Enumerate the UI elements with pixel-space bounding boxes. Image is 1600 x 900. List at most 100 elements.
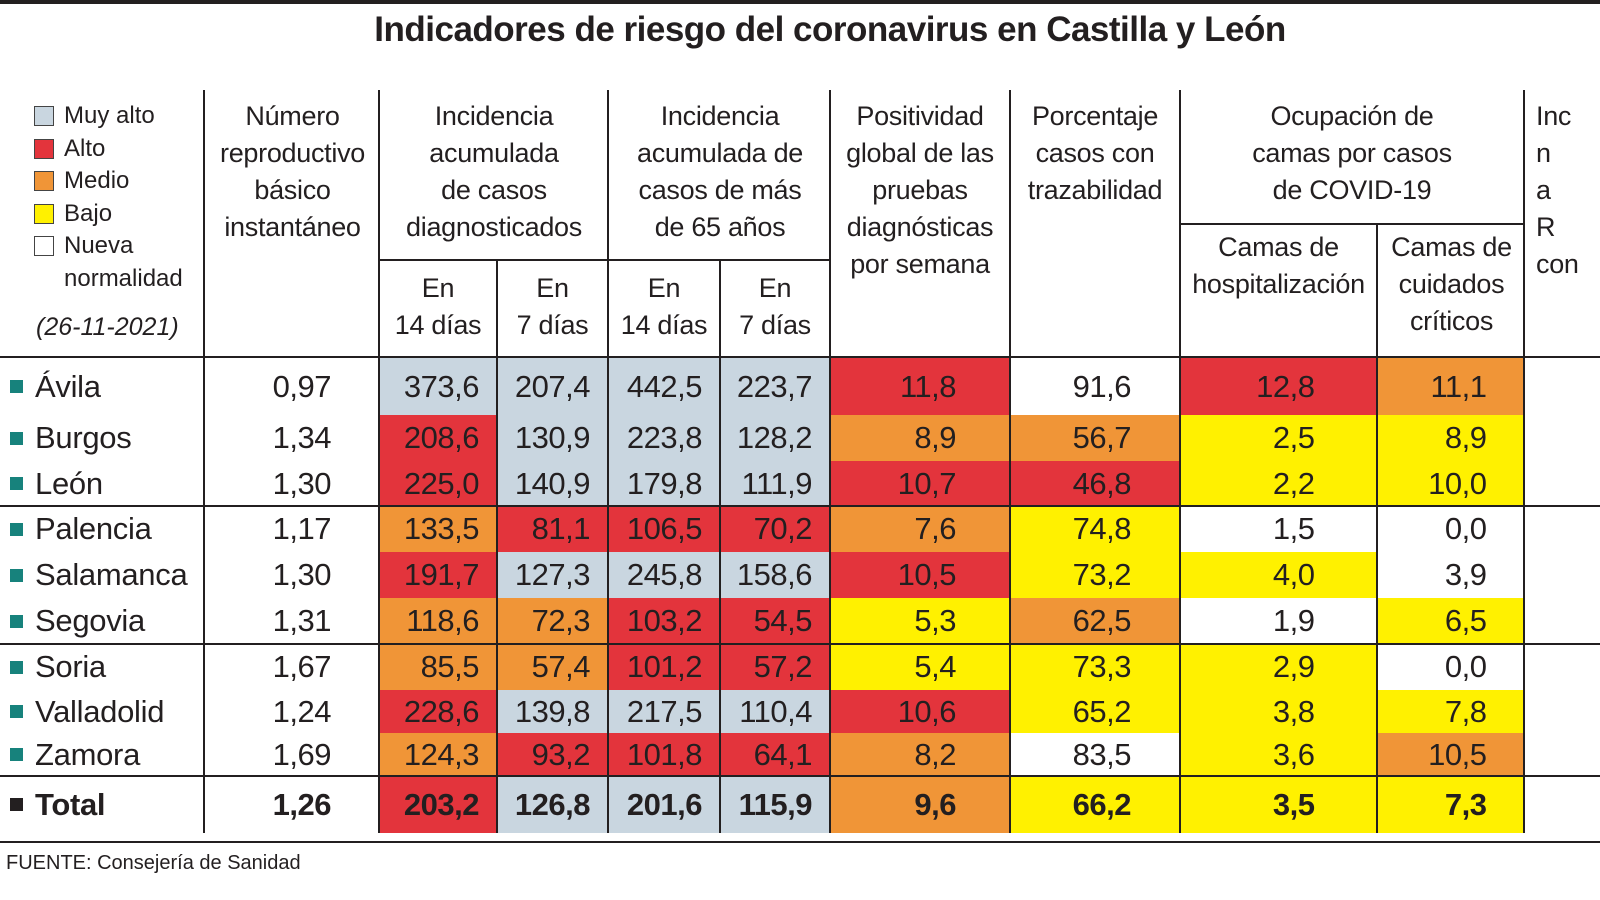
r-value: 1,30 [272,465,332,501]
group-rule [0,643,1600,645]
value-cell: 83,5 [1010,733,1180,776]
value-cell: 46,8 [1010,461,1180,506]
bullet-icon [10,660,23,674]
bullet-icon [10,568,23,582]
value-cell: 207,4 [497,358,608,415]
header-criticos: Camas de cuidados críticos [1391,232,1512,336]
row-name: Burgos [0,415,204,461]
value-cell: 85,5 [379,644,497,690]
value-cell: 103,2 [608,598,720,644]
header-positividad: Positividad global de las pruebas diagnó… [846,101,994,279]
bullet-icon [10,380,23,393]
value-cell: 3,6 [1180,733,1377,776]
row-name: Total [0,776,204,833]
row-name: Ávila [0,358,204,415]
value-cell: 9,6 [830,776,1010,833]
legend-item-alto: Alto [34,133,183,166]
bullet-icon [10,477,23,490]
value-cell: 373,6 [379,358,497,415]
row-name: Segovia [0,598,204,644]
value-cell: 73,3 [1010,644,1180,690]
value-cell: 228,6 [379,690,497,733]
value-cell: 1,9 [1180,598,1377,644]
value-cell: 126,8 [497,776,608,833]
value-cell: 208,6 [379,415,497,461]
legend-swatch [34,171,54,192]
legend-label: Alto [64,134,106,162]
column-divider [378,90,380,833]
value-cell: 111,9 [720,461,830,506]
province-name: Palencia [35,511,152,546]
r-value: 1,24 [272,693,332,729]
value-cell: 442,5 [608,358,720,415]
value-cell: 4,0 [1180,552,1377,598]
value-cell: 110,4 [720,690,830,733]
column-divider [496,260,498,833]
legend-swatch [34,138,54,159]
column-divider [1009,90,1011,833]
column-divider [1179,90,1181,833]
header-ia-all: Incidencia acumulada de casos diagnostic… [406,101,582,242]
value-cell: 66,2 [1010,776,1180,833]
legend-label: Bajo [64,199,113,227]
value-cell: 130,9 [497,415,608,461]
value-cell: 139,8 [497,690,608,733]
column-divider [607,90,609,833]
column-divider [1523,90,1525,833]
header-ia-65: Incidencia acumulada de casos de más de … [636,101,804,242]
province-name: Valladolid [35,693,165,729]
value-cell: 201,6 [608,776,720,833]
value-cell: 10,0 [1377,461,1524,506]
bullet-icon [10,798,23,811]
value-cell: 64,1 [720,733,830,776]
header-r: Número reproductivo básico instantáneo [220,101,365,242]
value-cell: 81,1 [497,506,608,552]
value-cell: 57,2 [720,644,830,690]
value-cell: 6,5 [1377,598,1524,644]
value-cell: 3,5 [1180,776,1377,833]
row-name: Valladolid [0,690,204,733]
value-cell: 101,8 [608,733,720,776]
header-hospitalizacion: Camas de hospitalización [1192,232,1365,299]
bullet-icon [10,748,23,761]
value-cell: 8,9 [830,415,1010,461]
value-cell: 5,3 [830,598,1010,644]
legend-item-medio: Medio [34,165,183,198]
value-cell: 65,2 [1010,690,1180,733]
value-cell: 57,4 [497,644,608,690]
r-value: 1,69 [272,736,332,772]
top-rule [0,0,1600,4]
header-ia-14: En 14 días [394,273,482,340]
value-cell: 72,3 [497,598,608,644]
legend-label: Medio [64,167,130,194]
source-note: FUENTE: Consejería de Sanidad [6,852,301,874]
legend: Muy alto Alto Medio Bajo Nueva normalida… [34,100,183,295]
header-ia65-7: En 7 días [739,273,811,340]
value-cell: 91,6 [1010,358,1180,415]
header-trazabilidad: Porcentaje casos con trazabilidad [1027,101,1163,205]
value-cell: 3,9 [1377,552,1524,598]
province-name: Salamanca [35,557,188,592]
bullet-icon [10,614,23,628]
value-cell: 10,7 [830,461,1010,506]
value-cell: 133,5 [379,506,497,552]
r-value: 1,26 [272,786,332,822]
value-cell: 10,5 [1377,733,1524,776]
value-cell: 106,5 [608,506,720,552]
value-cell: 7,6 [830,506,1010,552]
subheader-rule [1180,223,1524,225]
value-cell: 54,5 [720,598,830,644]
chart-title: Indicadores de riesgo del coronavirus en… [374,10,1286,49]
bottom-rule [0,841,1600,843]
row-name: Soria [0,644,204,690]
value-cell: 93,2 [497,733,608,776]
r-value: 1,31 [272,603,332,638]
value-cell: 56,7 [1010,415,1180,461]
group-rule [0,505,1600,507]
value-cell: 1,5 [1180,506,1377,552]
legend-item-nueva-normalidad: Nueva normalidad [34,230,183,295]
value-cell: 127,3 [497,552,608,598]
header-rule [0,356,1600,358]
value-cell: 179,8 [608,461,720,506]
value-cell: 2,9 [1180,644,1377,690]
